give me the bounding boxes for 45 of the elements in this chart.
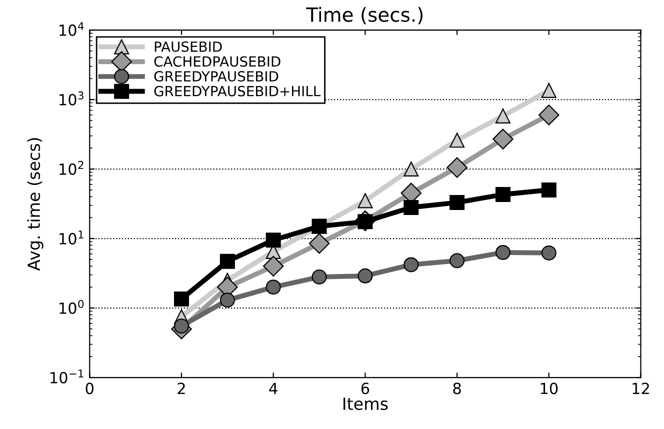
point — [404, 200, 419, 215]
legend-label: GREEDYPAUSEBID+HILL — [154, 86, 321, 96]
y-axis-title: Avg. time (secs) — [27, 138, 44, 271]
chart-title: Time (secs.) — [306, 6, 423, 24]
point — [541, 82, 556, 98]
point — [495, 108, 510, 124]
point — [174, 291, 189, 306]
point — [495, 244, 510, 260]
point — [220, 292, 235, 308]
y-tick-label: 10$^{2}$ — [60, 160, 84, 175]
legend-label: CACHEDPAUSEBID — [154, 56, 280, 67]
point — [358, 268, 373, 284]
point — [450, 132, 465, 148]
point — [358, 193, 373, 208]
x-tick-label: 0 — [86, 382, 94, 394]
x-tick-label: 12 — [632, 382, 649, 394]
point — [308, 233, 330, 254]
point — [266, 232, 281, 248]
x-tick-label: 8 — [453, 382, 461, 394]
point — [404, 257, 419, 272]
y-tick-label: 10$^{3}$ — [60, 91, 84, 106]
point — [450, 194, 465, 210]
x-tick-label: 2 — [178, 382, 185, 394]
point — [266, 280, 281, 295]
x-tick-label: 4 — [269, 382, 278, 394]
point — [446, 157, 468, 178]
legend-label: GREEDYPAUSEBID — [154, 71, 278, 82]
point — [262, 256, 284, 277]
y-tick-label: 10$^{4}$ — [60, 22, 84, 36]
point — [495, 187, 510, 202]
legend-label: PAUSEBID — [154, 41, 222, 52]
point — [404, 162, 419, 177]
point — [541, 182, 556, 198]
point — [312, 269, 327, 284]
point — [492, 128, 514, 150]
point — [538, 104, 560, 126]
y-tick-label: 10$^{1}$ — [60, 230, 84, 244]
x-tick-label: 10 — [540, 382, 558, 394]
x-tick-label: 6 — [361, 382, 370, 394]
point — [220, 254, 235, 269]
point — [541, 245, 556, 260]
x-axis-title: Items — [344, 398, 388, 410]
y-tick-label: 10$^{−1}$ — [50, 370, 84, 384]
point — [450, 253, 465, 268]
y-tick-label: 10$^{0}$ — [60, 300, 84, 314]
